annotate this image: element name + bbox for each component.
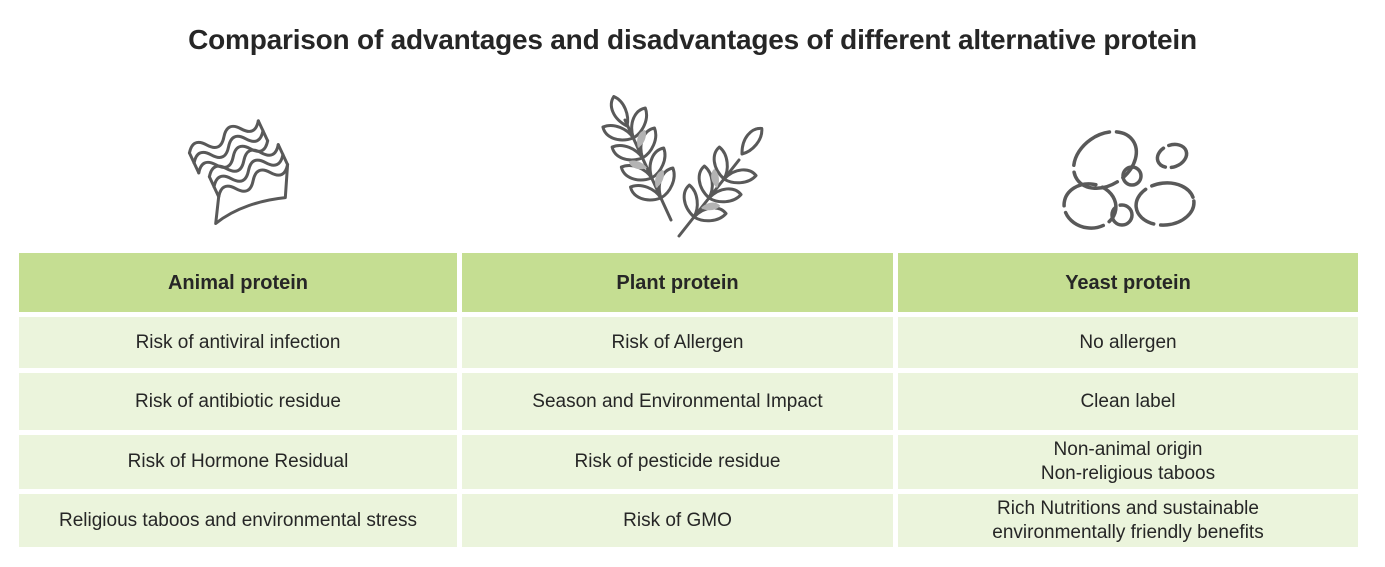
table-cell: Risk of GMO	[462, 494, 893, 547]
comparison-table: Animal protein Plant protein Yeast prote…	[19, 253, 1358, 547]
table-cell: No allergen	[898, 317, 1358, 368]
wheat-branches-icon	[599, 93, 767, 238]
column-header-yeast-protein: Yeast protein	[898, 253, 1358, 312]
table-cell: Non-animal origin Non-religious taboos	[898, 435, 1358, 489]
table-cell: Season and Environmental Impact	[462, 373, 893, 430]
column-header-plant-protein: Plant protein	[462, 253, 893, 312]
table-cell: Risk of pesticide residue	[462, 435, 893, 489]
table-cell: Rich Nutritions and sustainable environm…	[898, 494, 1358, 547]
table-cell: Risk of antiviral infection	[19, 317, 457, 368]
table-cell: Risk of Hormone Residual	[19, 435, 457, 489]
yeast-cells-icon	[1062, 129, 1196, 230]
table-cell: Clean label	[898, 373, 1358, 430]
table-cell: Religious taboos and environmental stres…	[19, 494, 457, 547]
bacon-strips-icon	[187, 119, 290, 225]
table-cell: Risk of Allergen	[462, 317, 893, 368]
column-header-animal-protein: Animal protein	[19, 253, 457, 312]
page-title: Comparison of advantages and disadvantag…	[188, 24, 1197, 55]
table-cell: Risk of antibiotic residue	[19, 373, 457, 430]
